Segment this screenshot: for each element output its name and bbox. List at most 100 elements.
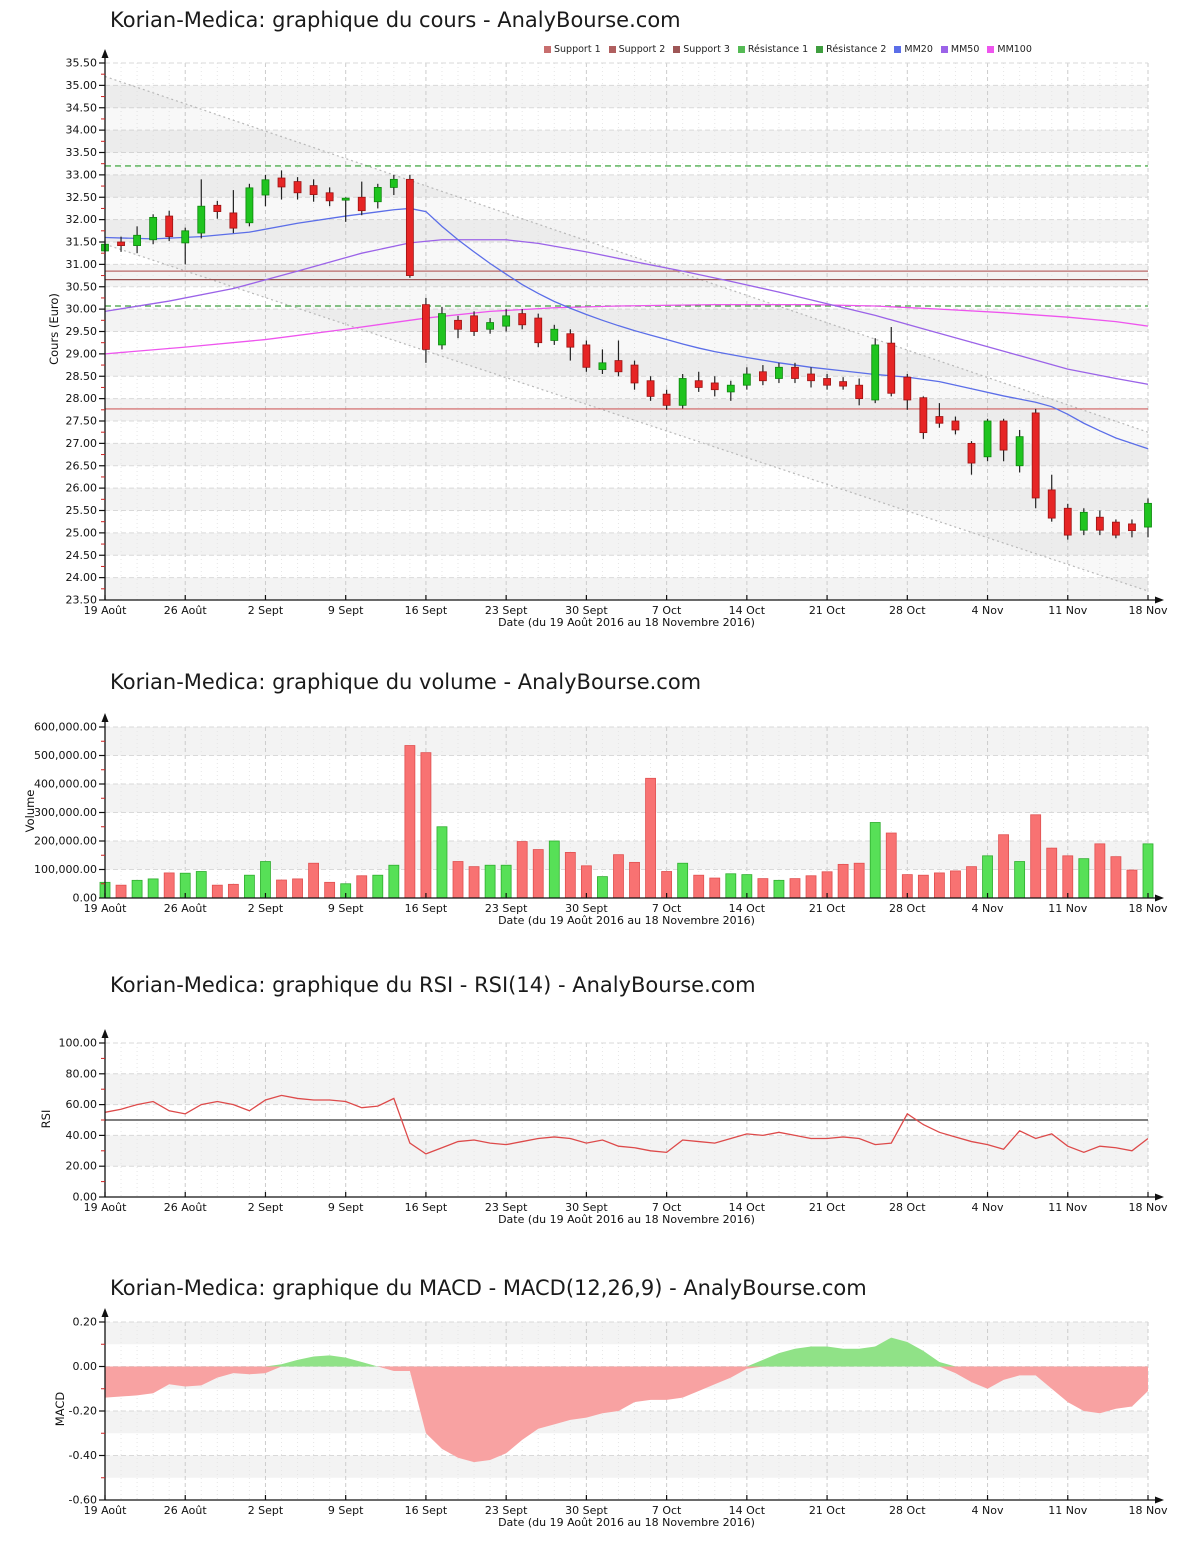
legend-item: Support 1 xyxy=(544,44,601,55)
legend-swatch xyxy=(737,46,745,53)
svg-text:26 Août: 26 Août xyxy=(164,1504,208,1517)
svg-text:-0.40: -0.40 xyxy=(69,1449,97,1462)
legend-item: MM50 xyxy=(940,44,980,55)
price-yaxis-label: Cours (Euro) xyxy=(47,293,61,365)
svg-text:11 Nov: 11 Nov xyxy=(1048,1504,1087,1517)
rsi-chart-title: Korian-Medica: graphique du RSI - RSI(14… xyxy=(110,973,756,997)
svg-text:14 Oct: 14 Oct xyxy=(729,902,766,915)
svg-text:4 Nov: 4 Nov xyxy=(972,902,1004,915)
svg-text:35.00: 35.00 xyxy=(66,79,98,92)
svg-text:7 Oct: 7 Oct xyxy=(652,604,682,617)
svg-text:23.50: 23.50 xyxy=(66,594,98,607)
svg-text:28 Oct: 28 Oct xyxy=(889,604,926,617)
macd-chart-title: Korian-Medica: graphique du MACD - MACD(… xyxy=(110,1276,867,1300)
macd-yaxis-label: MACD xyxy=(53,1391,67,1427)
svg-text:28.00: 28.00 xyxy=(66,392,98,405)
svg-text:4 Nov: 4 Nov xyxy=(972,1201,1004,1214)
svg-text:26 Août: 26 Août xyxy=(164,1201,208,1214)
svg-text:9 Sept: 9 Sept xyxy=(328,1201,364,1214)
svg-text:2 Sept: 2 Sept xyxy=(248,902,284,915)
svg-text:14 Oct: 14 Oct xyxy=(729,1201,766,1214)
svg-text:28 Oct: 28 Oct xyxy=(889,1201,926,1214)
svg-text:60.00: 60.00 xyxy=(66,1098,98,1111)
svg-text:19 Août: 19 Août xyxy=(84,604,128,617)
svg-text:25.00: 25.00 xyxy=(66,526,98,539)
svg-text:11 Nov: 11 Nov xyxy=(1048,902,1087,915)
svg-text:26 Août: 26 Août xyxy=(164,902,208,915)
legend-swatch xyxy=(894,46,902,53)
legend-label: Résistance 2 xyxy=(826,44,887,55)
legend-label: MM20 xyxy=(904,44,933,55)
legend-swatch xyxy=(673,46,681,53)
svg-text:21 Oct: 21 Oct xyxy=(809,1504,846,1517)
svg-text:21 Oct: 21 Oct xyxy=(809,902,846,915)
svg-text:4 Nov: 4 Nov xyxy=(972,604,1004,617)
legend-item: Support 3 xyxy=(673,44,730,55)
svg-text:26.50: 26.50 xyxy=(66,459,98,472)
svg-text:300,000.00: 300,000.00 xyxy=(34,806,97,819)
svg-text:11 Nov: 11 Nov xyxy=(1048,604,1087,617)
legend-swatch xyxy=(816,46,824,53)
svg-text:21 Oct: 21 Oct xyxy=(809,1201,846,1214)
svg-text:18 Nov: 18 Nov xyxy=(1129,902,1168,915)
svg-text:2 Sept: 2 Sept xyxy=(248,604,284,617)
svg-text:9 Sept: 9 Sept xyxy=(328,902,364,915)
svg-text:9 Sept: 9 Sept xyxy=(328,1504,364,1517)
legend-label: MM50 xyxy=(950,44,980,55)
svg-text:11 Nov: 11 Nov xyxy=(1048,1201,1087,1214)
svg-text:7 Oct: 7 Oct xyxy=(652,1504,682,1517)
svg-text:30 Sept: 30 Sept xyxy=(565,604,608,617)
svg-text:28.50: 28.50 xyxy=(66,370,98,383)
rsi-yaxis-label: RSI xyxy=(39,1109,53,1129)
price-xaxis-label: Date (du 19 Août 2016 au 18 Novembre 201… xyxy=(498,616,755,629)
svg-text:34.00: 34.00 xyxy=(66,124,98,137)
legend-swatch xyxy=(940,46,948,53)
svg-text:31.50: 31.50 xyxy=(66,236,98,249)
svg-text:26.00: 26.00 xyxy=(66,482,98,495)
legend-swatch xyxy=(608,46,616,53)
svg-text:30 Sept: 30 Sept xyxy=(565,1201,608,1214)
legend-item: Résistance 2 xyxy=(816,44,886,55)
svg-text:7 Oct: 7 Oct xyxy=(652,1201,682,1214)
svg-text:29.00: 29.00 xyxy=(66,347,98,360)
svg-text:32.00: 32.00 xyxy=(66,213,98,226)
svg-text:18 Nov: 18 Nov xyxy=(1129,1504,1168,1517)
price-chart-legend: Support 1 Support 2 Support 3 Résistance 1 R… xyxy=(544,44,1032,55)
legend-label: Support 2 xyxy=(618,44,666,55)
svg-text:28 Oct: 28 Oct xyxy=(889,902,926,915)
svg-text:30 Sept: 30 Sept xyxy=(565,1504,608,1517)
volume-xaxis-label: Date (du 19 Août 2016 au 18 Novembre 201… xyxy=(498,914,755,927)
legend-label: Support 3 xyxy=(683,44,730,55)
svg-text:16 Sept: 16 Sept xyxy=(405,1504,448,1517)
svg-text:32.50: 32.50 xyxy=(66,191,98,204)
legend-swatch xyxy=(544,46,551,53)
svg-text:29.50: 29.50 xyxy=(66,325,98,338)
svg-text:400,000.00: 400,000.00 xyxy=(34,778,97,791)
legend-item: MM100 xyxy=(987,44,1032,55)
svg-text:9 Sept: 9 Sept xyxy=(328,604,364,617)
svg-text:27.50: 27.50 xyxy=(66,415,98,428)
svg-text:27.00: 27.00 xyxy=(66,437,98,450)
legend-item: MM20 xyxy=(894,44,933,55)
svg-text:23 Sept: 23 Sept xyxy=(485,604,528,617)
svg-text:0.20: 0.20 xyxy=(73,1316,98,1329)
legend-item: Résistance 1 xyxy=(737,44,808,55)
svg-text:24.00: 24.00 xyxy=(66,571,98,584)
svg-text:200,000.00: 200,000.00 xyxy=(34,835,97,848)
rsi-xaxis-label: Date (du 19 Août 2016 au 18 Novembre 201… xyxy=(498,1213,755,1226)
svg-text:19 Août: 19 Août xyxy=(84,1201,128,1214)
svg-text:-0.20: -0.20 xyxy=(69,1405,97,1418)
svg-text:35.50: 35.50 xyxy=(66,57,98,70)
svg-text:-0.60: -0.60 xyxy=(69,1494,97,1507)
svg-text:14 Oct: 14 Oct xyxy=(729,1504,766,1517)
svg-text:600,000.00: 600,000.00 xyxy=(34,721,97,734)
svg-text:30.50: 30.50 xyxy=(66,280,98,293)
svg-text:18 Nov: 18 Nov xyxy=(1129,1201,1168,1214)
svg-text:7 Oct: 7 Oct xyxy=(652,902,682,915)
svg-text:33.50: 33.50 xyxy=(66,146,98,159)
svg-text:100.00: 100.00 xyxy=(59,1037,98,1050)
svg-text:500,000.00: 500,000.00 xyxy=(34,749,97,762)
svg-text:19 Août: 19 Août xyxy=(84,902,128,915)
volume-chart-title: Korian-Medica: graphique du volume - Ana… xyxy=(110,670,702,694)
